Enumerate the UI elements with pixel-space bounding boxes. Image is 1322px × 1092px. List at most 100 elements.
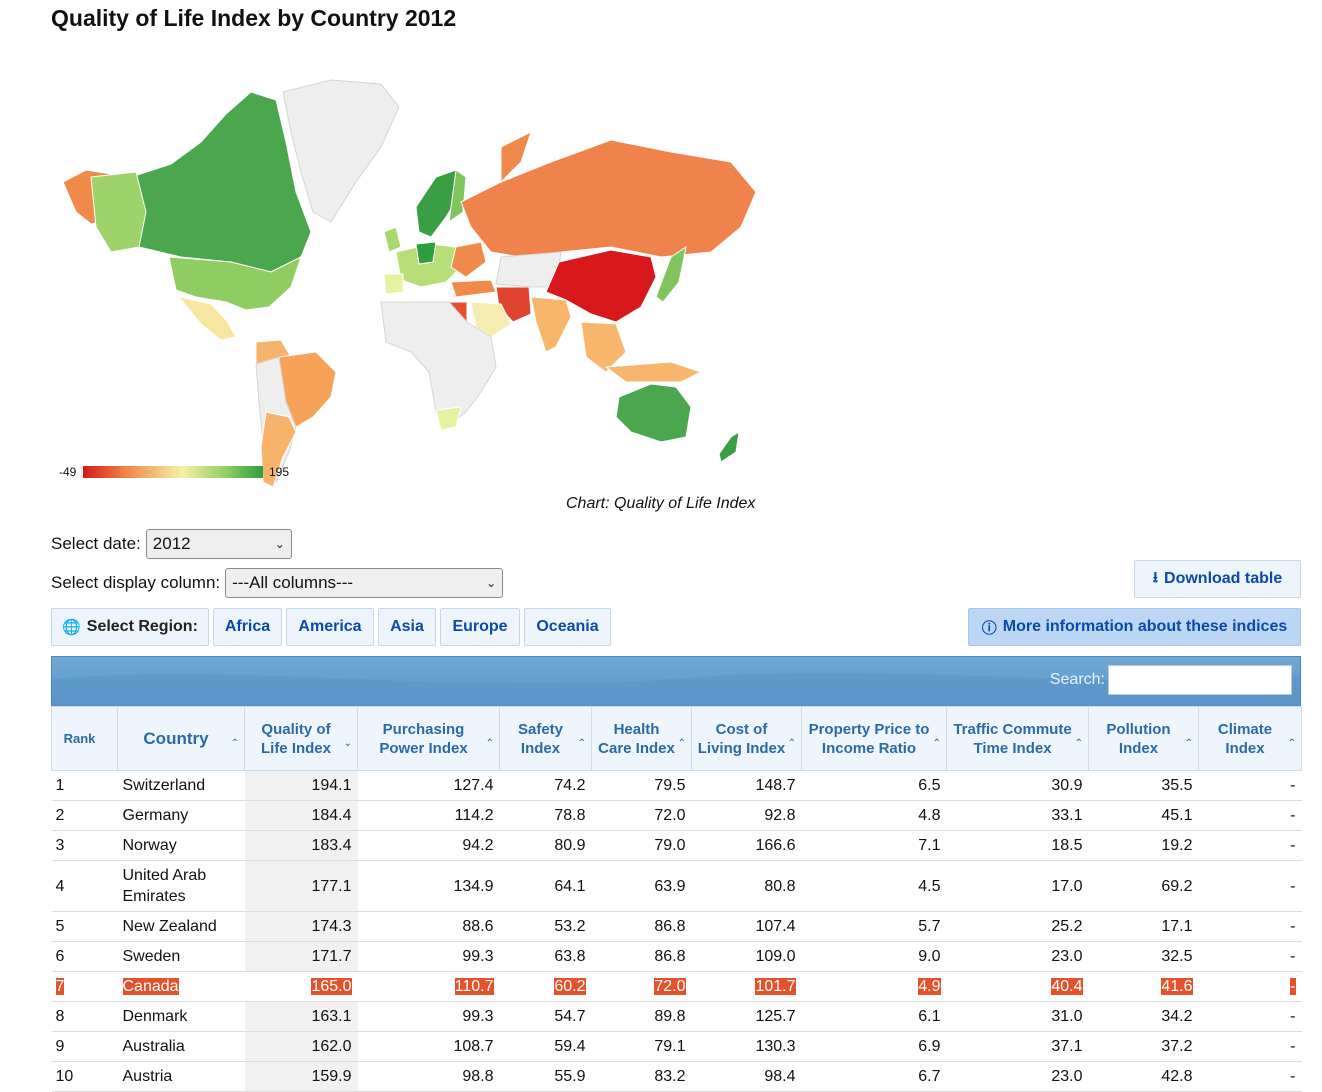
- map-region-canada[interactable]: [128, 91, 312, 273]
- value-cell: 114.2: [357, 800, 500, 831]
- value-cell: 79.0: [591, 830, 692, 861]
- value-cell: 98.8: [357, 1061, 500, 1092]
- value-cell: 45.1: [1088, 800, 1199, 831]
- map-region-finland[interactable]: [448, 169, 467, 224]
- column-header-safety-index[interactable]: Safety Index ⌃: [499, 706, 592, 771]
- cell-text: -: [1290, 978, 1296, 995]
- value-cell: 17.1: [1088, 911, 1199, 942]
- country-cell: Germany: [117, 800, 245, 831]
- cell-text: 1: [55, 777, 65, 794]
- map-region-germany[interactable]: [415, 241, 437, 265]
- column-header-label: Cost of Living Index: [697, 720, 786, 757]
- cell-text: 80.8: [764, 877, 796, 895]
- map-region-russia[interactable]: [460, 139, 757, 258]
- value-cell: 130.3: [691, 1031, 802, 1062]
- cell-text: 109.0: [755, 948, 796, 965]
- table-row[interactable]: 1 Switzerland 194.1 127.4 74.2 79.5 148.7 6.5 30…: [51, 770, 1302, 801]
- table-row[interactable]: 2 Germany 184.4 114.2 78.8 72.0 92.8 4.8 33.1 45.…: [51, 800, 1302, 831]
- column-header-health-care-index[interactable]: Health Care Index ⌃: [591, 706, 692, 771]
- cell-text: 17.0: [1051, 877, 1083, 895]
- table-row[interactable]: 8 Denmark 163.1 99.3 54.7 89.8 125.7 6.1 31.0 34.…: [51, 1001, 1302, 1032]
- value-cell: 69.2: [1088, 860, 1199, 912]
- map-region-africa[interactable]: [380, 301, 497, 428]
- cell-text: 45.1: [1161, 807, 1193, 824]
- column-select-value: ---All columns---: [232, 573, 354, 592]
- value-cell: 5.7: [801, 911, 947, 942]
- map-region-mexico[interactable]: [177, 296, 237, 341]
- cell-text: 92.8: [764, 807, 796, 824]
- column-header-purchasing-power-index[interactable]: Purchasing Power Index ⌃: [357, 706, 500, 771]
- page-title: Quality of Life Index by Country 2012: [51, 5, 457, 31]
- map-region-new-zealand[interactable]: [718, 431, 740, 463]
- column-header-rank[interactable]: Rank: [51, 706, 118, 771]
- cell-text: 23.0: [1051, 948, 1083, 965]
- legend-max-label: 195: [269, 465, 289, 479]
- value-cell: 37.2: [1088, 1031, 1199, 1062]
- column-header-cost-of-living-index[interactable]: Cost of Living Index ⌃: [691, 706, 802, 771]
- region-button-africa[interactable]: Africa: [213, 608, 282, 646]
- table-row[interactable]: 10 Austria 159.9 98.8 55.9 83.2 98.4 6.7 23.0 42.…: [51, 1061, 1302, 1092]
- table-row[interactable]: 7 Canada 165.0 110.7 60.2 72.0 101.7 4.9 40.4 41.…: [51, 971, 1302, 1002]
- map-region-greenland[interactable]: [282, 79, 400, 223]
- map-region-india[interactable]: [530, 296, 572, 353]
- world-map[interactable]: -49 195: [51, 52, 761, 492]
- value-cell: 80.9: [499, 830, 592, 861]
- map-region-eastern-europe[interactable]: [450, 241, 487, 278]
- value-cell: 89.8: [591, 1001, 692, 1032]
- map-region-canada-west[interactable]: [90, 171, 147, 253]
- map-region-turkey[interactable]: [450, 279, 497, 298]
- table-row[interactable]: 6 Sweden 171.7 99.3 63.8 86.8 109.0 9.0 23.0 32.5…: [51, 941, 1302, 972]
- cell-text: -: [1290, 948, 1296, 965]
- column-header-property-price-to-income-ratio[interactable]: Property Price to Income Ratio ⌃: [801, 706, 947, 771]
- cell-text: 2: [55, 807, 65, 824]
- value-cell: 92.8: [691, 800, 802, 831]
- region-button-america[interactable]: America: [286, 608, 374, 646]
- column-header-traffic-commute-time-index[interactable]: Traffic Commute Time Index ⌃: [946, 706, 1089, 771]
- map-region-central-asia[interactable]: [495, 251, 562, 288]
- column-header-label: Rank: [63, 731, 96, 746]
- region-button-oceania[interactable]: Oceania: [524, 608, 611, 646]
- column-header-country[interactable]: Country ⌃: [117, 706, 245, 771]
- column-select[interactable]: ---All columns--- ⌄: [225, 568, 504, 598]
- column-header-climate-index[interactable]: Climate Index ⌃: [1198, 706, 1302, 771]
- cell-text: 9.0: [918, 948, 941, 965]
- column-header-label: Health Care Index: [598, 720, 675, 757]
- column-header-label: Traffic Commute Time Index: [953, 720, 1072, 757]
- cell-text: 174.3: [311, 918, 352, 935]
- cell-text: 194.1: [311, 777, 352, 794]
- region-button-europe[interactable]: Europe: [440, 608, 520, 646]
- map-region-argentina[interactable]: [260, 411, 297, 488]
- table-row[interactable]: 9 Australia 162.0 108.7 59.4 79.1 130.3 6.9 37.1…: [51, 1031, 1302, 1062]
- column-header-pollution-index[interactable]: Pollution Index ⌃: [1088, 706, 1199, 771]
- cell-text: 79.0: [654, 837, 686, 854]
- download-table-button[interactable]: ⭳ Download table: [1134, 560, 1301, 598]
- map-region-japan[interactable]: [655, 245, 687, 303]
- value-cell: 6.7: [801, 1061, 947, 1092]
- map-region-southeast-asia[interactable]: [580, 321, 627, 373]
- more-info-button[interactable]: ⓘ More information about these indices: [968, 608, 1301, 646]
- map-region-south-africa[interactable]: [435, 406, 462, 431]
- map-region-australia[interactable]: [615, 383, 692, 443]
- date-select[interactable]: 2012 ⌄: [145, 529, 292, 559]
- map-region-uk[interactable]: [383, 226, 402, 253]
- map-region-indonesia[interactable]: [604, 361, 703, 383]
- column-header-quality-of-life-index[interactable]: Quality of Life Index ⌄: [244, 706, 358, 771]
- rank-cell: 4: [51, 860, 118, 912]
- value-cell: 78.8: [499, 800, 592, 831]
- table-row[interactable]: 3 Norway 183.4 94.2 80.9 79.0 166.6 7.1 18.5 19.2…: [51, 830, 1302, 861]
- table-row[interactable]: 5 New Zealand 174.3 88.6 53.2 86.8 107.4 5.7 25.…: [51, 911, 1302, 942]
- search-input[interactable]: [1108, 665, 1292, 695]
- map-region-usa[interactable]: [168, 256, 302, 311]
- table-row[interactable]: 4 United Arab Emirates 177.1 134.9 64.1 63.9 8…: [51, 860, 1302, 912]
- date-select-label: Select date:: [51, 534, 141, 553]
- map-region-russia-north[interactable]: [500, 131, 532, 184]
- region-button-asia[interactable]: Asia: [378, 608, 436, 646]
- column-header-label: Quality of Life Index: [260, 720, 331, 757]
- value-cell: 23.0: [946, 1061, 1089, 1092]
- map-region-spain[interactable]: [383, 273, 404, 295]
- map-region-saudi[interactable]: [470, 301, 512, 338]
- cell-text: Norway: [122, 837, 177, 854]
- column-select-label: Select display column:: [51, 573, 221, 592]
- map-region-china[interactable]: [545, 249, 657, 323]
- rank-cell: 2: [51, 800, 118, 831]
